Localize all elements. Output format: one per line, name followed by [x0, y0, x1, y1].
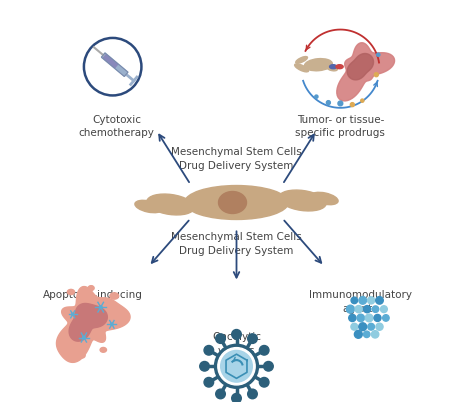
Circle shape	[259, 377, 269, 387]
Circle shape	[221, 350, 252, 382]
Text: Cytotoxic
chemotherapy: Cytotoxic chemotherapy	[79, 115, 155, 138]
Circle shape	[349, 314, 356, 322]
Circle shape	[346, 305, 354, 313]
Circle shape	[364, 331, 370, 337]
Ellipse shape	[305, 59, 333, 71]
Ellipse shape	[78, 353, 85, 358]
Circle shape	[72, 313, 74, 315]
Circle shape	[357, 314, 365, 322]
Circle shape	[359, 323, 367, 330]
Circle shape	[200, 362, 210, 371]
Circle shape	[372, 306, 379, 312]
Circle shape	[83, 336, 85, 339]
Polygon shape	[104, 55, 117, 68]
Circle shape	[232, 330, 241, 339]
Ellipse shape	[327, 66, 337, 71]
Polygon shape	[69, 303, 107, 341]
Circle shape	[204, 345, 214, 355]
Circle shape	[376, 296, 383, 304]
Ellipse shape	[147, 194, 194, 215]
Circle shape	[248, 389, 257, 399]
Circle shape	[350, 102, 354, 107]
Circle shape	[371, 330, 379, 338]
Circle shape	[263, 362, 273, 371]
Ellipse shape	[279, 190, 326, 211]
Circle shape	[361, 99, 364, 102]
Text: Apoptosis-inducing
agents: Apoptosis-inducing agents	[43, 290, 143, 313]
Ellipse shape	[219, 192, 246, 213]
Polygon shape	[337, 43, 394, 101]
Circle shape	[216, 334, 225, 343]
Ellipse shape	[184, 185, 289, 220]
Circle shape	[338, 101, 343, 106]
Circle shape	[383, 315, 389, 321]
Circle shape	[351, 297, 358, 304]
Circle shape	[248, 334, 257, 343]
Circle shape	[111, 323, 113, 326]
Ellipse shape	[296, 57, 307, 63]
Ellipse shape	[336, 65, 343, 69]
Circle shape	[374, 314, 381, 322]
Text: Mesenchymal Stem Cells
Drug Delivery System: Mesenchymal Stem Cells Drug Delivery Sys…	[171, 147, 302, 171]
Circle shape	[216, 389, 225, 399]
Polygon shape	[101, 53, 128, 77]
Circle shape	[368, 323, 375, 330]
Text: Oncolytic
viruses: Oncolytic viruses	[212, 333, 261, 356]
Text: Mesenchymal Stem Cells
Drug Delivery System: Mesenchymal Stem Cells Drug Delivery Sys…	[171, 232, 302, 256]
Ellipse shape	[110, 293, 119, 299]
Circle shape	[368, 297, 375, 304]
Ellipse shape	[100, 347, 106, 352]
Circle shape	[380, 306, 387, 313]
Circle shape	[376, 323, 383, 330]
Circle shape	[351, 323, 358, 330]
Circle shape	[315, 95, 318, 98]
Circle shape	[365, 314, 373, 322]
Ellipse shape	[88, 286, 94, 290]
Circle shape	[218, 347, 255, 385]
Ellipse shape	[135, 200, 162, 213]
Circle shape	[215, 344, 258, 388]
Circle shape	[364, 305, 371, 313]
Ellipse shape	[311, 192, 338, 205]
Circle shape	[374, 72, 378, 77]
Ellipse shape	[59, 339, 67, 345]
Circle shape	[259, 345, 269, 355]
Circle shape	[359, 296, 367, 304]
Polygon shape	[56, 287, 130, 362]
Circle shape	[326, 100, 330, 104]
Circle shape	[355, 305, 362, 313]
Circle shape	[99, 306, 102, 309]
Circle shape	[377, 53, 380, 56]
Text: Immunomodulatory
agents: Immunomodulatory agents	[309, 290, 412, 313]
Ellipse shape	[330, 65, 337, 69]
Circle shape	[232, 393, 241, 403]
Polygon shape	[347, 53, 374, 80]
Ellipse shape	[67, 290, 75, 294]
Circle shape	[354, 330, 362, 338]
Ellipse shape	[295, 64, 308, 72]
Text: Tumor- or tissue-
specific prodrugs: Tumor- or tissue- specific prodrugs	[296, 115, 385, 138]
Circle shape	[204, 377, 214, 387]
